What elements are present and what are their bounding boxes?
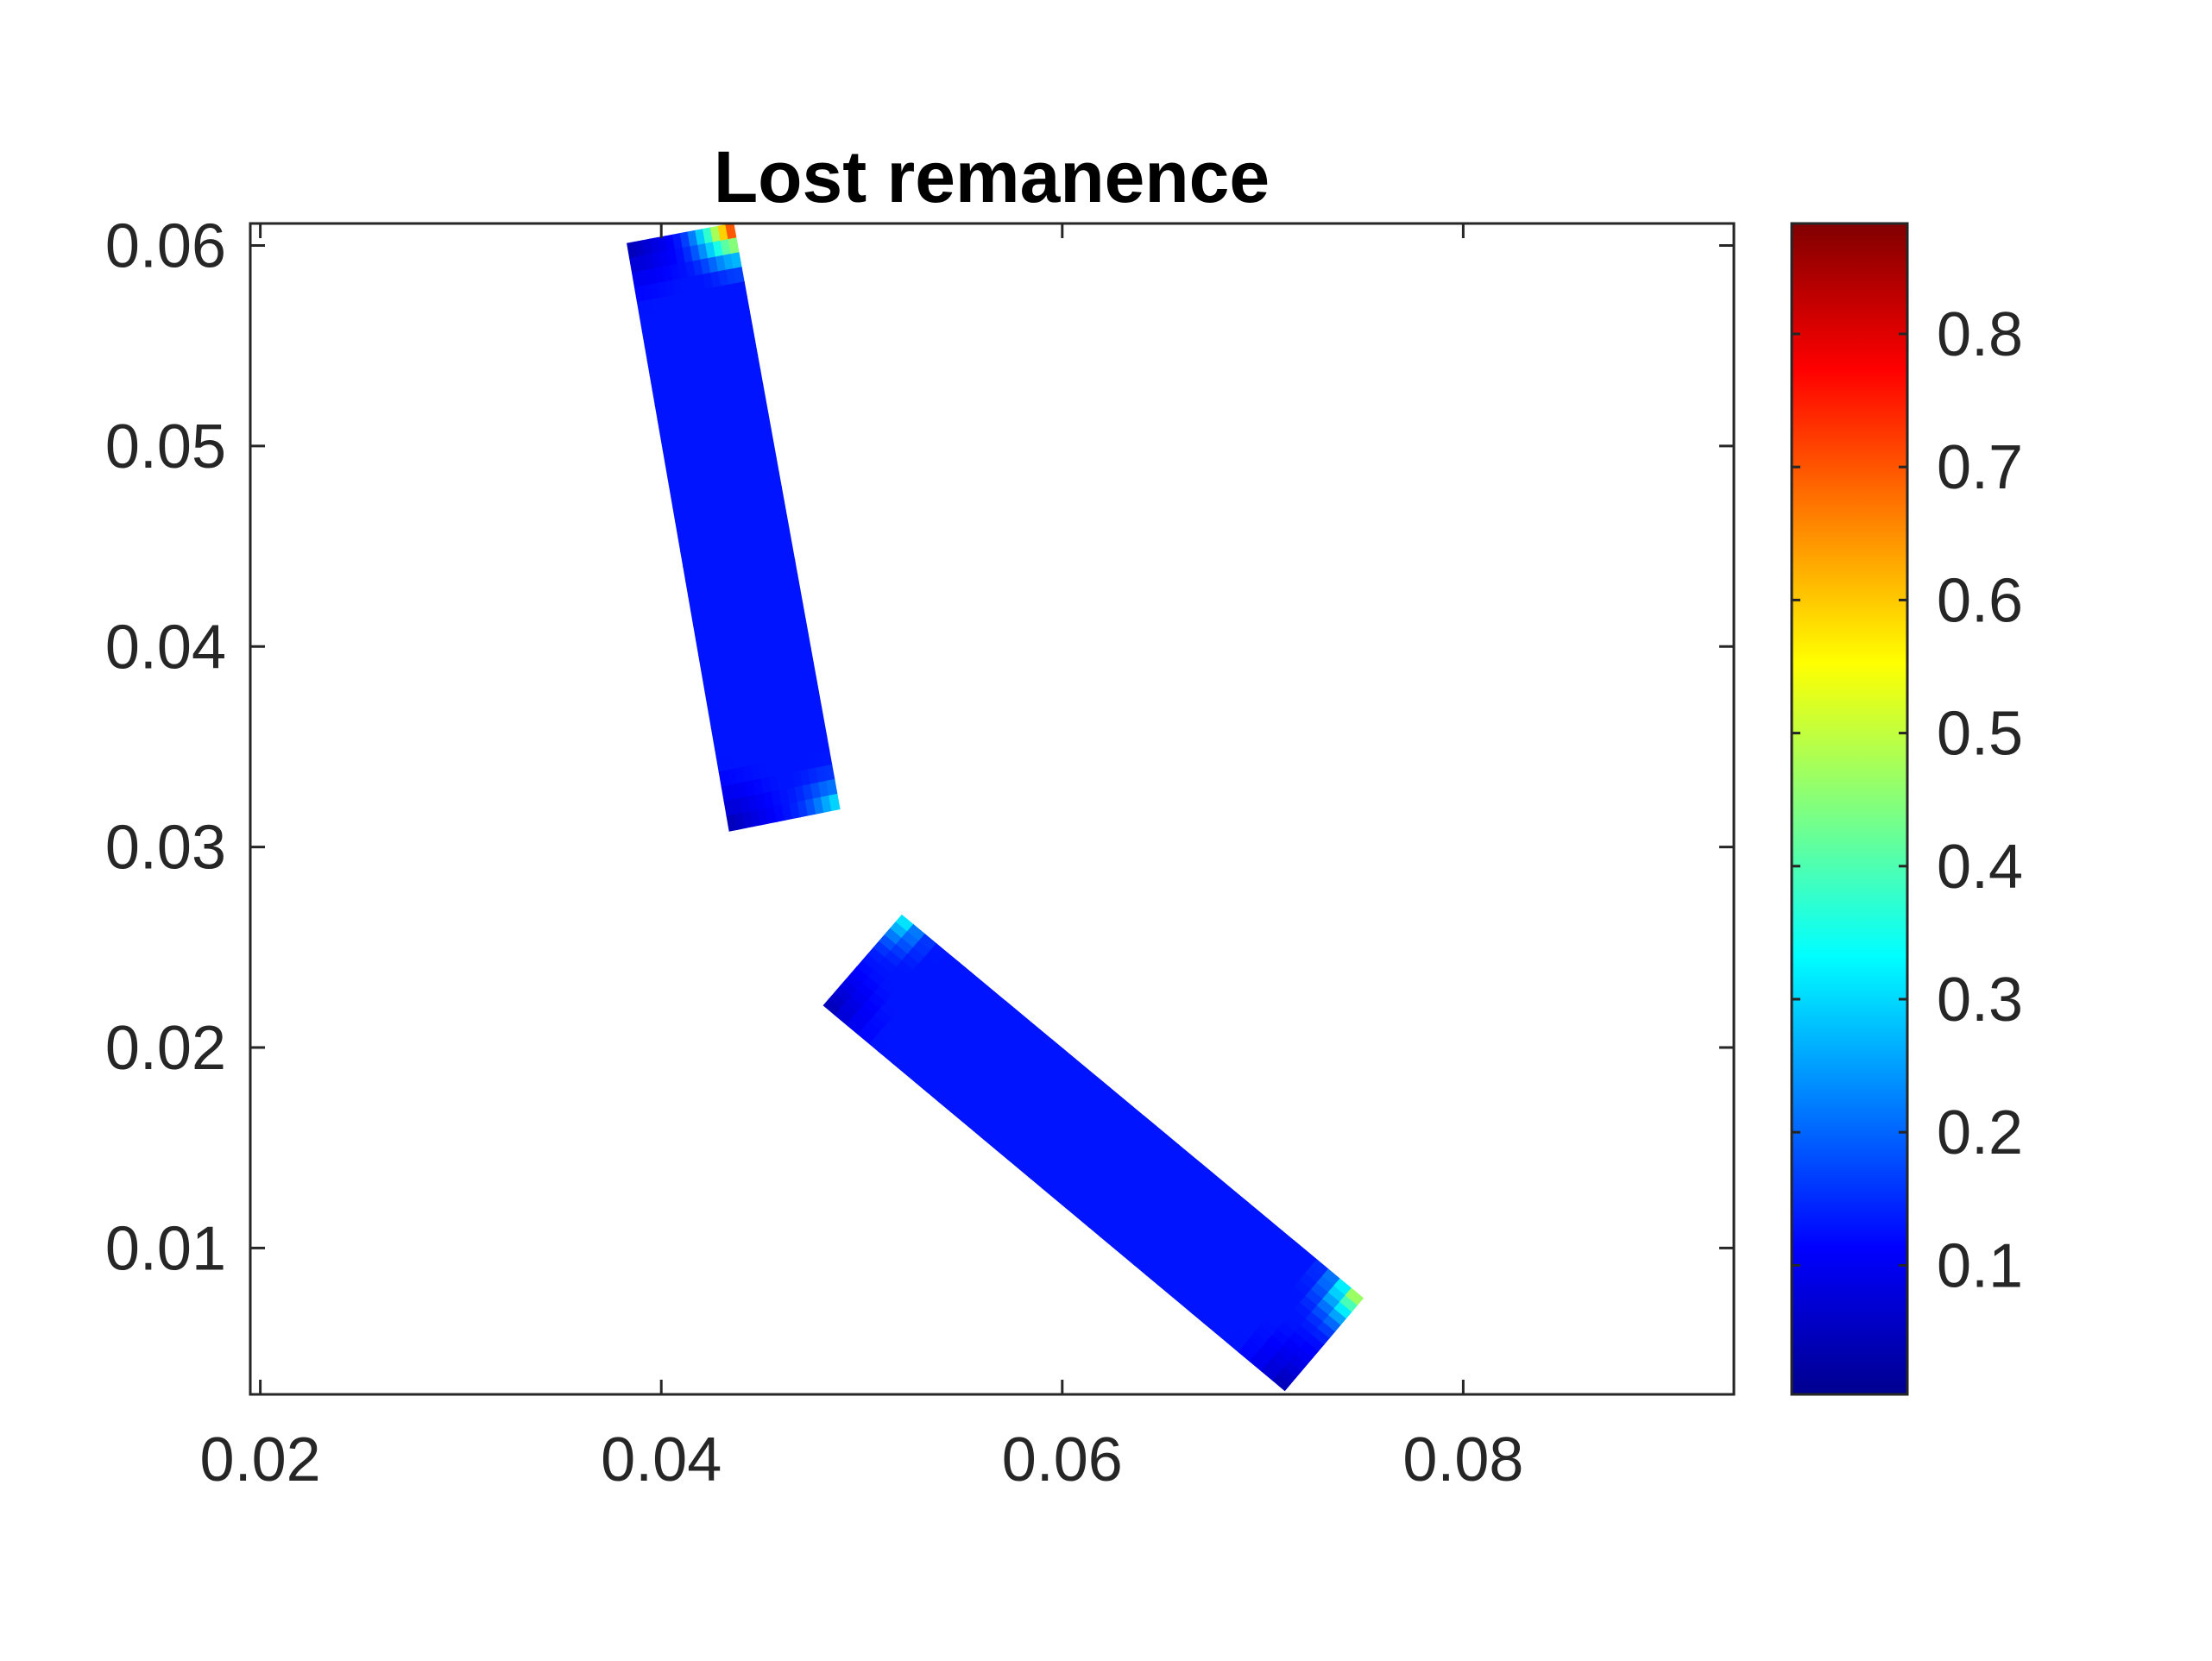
colorbar-frame: [1790, 222, 1909, 1396]
colorbar-tick-label: 0.4: [1937, 833, 2023, 902]
heatmap-regions: [627, 223, 1364, 1392]
colorbar-tick-label: 0.1: [1937, 1231, 2023, 1300]
colorbar-tick-label: 0.2: [1937, 1098, 2023, 1167]
colorbar-tick-label: 0.3: [1937, 966, 2023, 1035]
colorbar-ticks: 0.1 0.2 0.3 0.4 0.5 0.6 0.7 0.8: [1792, 300, 2023, 1300]
magnet-upper: [627, 223, 841, 832]
y-tick-label: 0.04: [105, 613, 226, 682]
magnet-lower: [822, 914, 1364, 1392]
y-tick-label: 0.06: [105, 212, 226, 281]
colorbar-tick-label: 0.6: [1937, 566, 2023, 635]
plot-background: [250, 223, 1734, 1394]
chart-title: Lost remanence: [714, 136, 1270, 217]
colorbar: 0.1 0.2 0.3 0.4 0.5 0.6 0.7 0.8: [1790, 222, 2023, 1396]
colorbar-tick-label: 0.8: [1937, 300, 2023, 369]
x-tick-label: 0.06: [1002, 1425, 1123, 1494]
x-tick-label: 0.04: [601, 1425, 722, 1494]
y-tick-label: 0.02: [105, 1014, 226, 1083]
colorbar-tick-label: 0.5: [1937, 700, 2023, 769]
colorbar-gradient: [1792, 223, 1907, 1394]
heatmap-cell: [1345, 1287, 1364, 1306]
y-tick-label: 0.05: [105, 412, 226, 481]
x-axis: 0.02 0.04 0.06 0.08: [200, 223, 1523, 1494]
y-tick-label: 0.01: [105, 1214, 226, 1283]
plot-area: 0.02 0.04 0.06 0.08 0.010.020.030.040.050.0…: [105, 212, 1736, 1494]
heatmap-cell: [829, 793, 841, 812]
x-tick-label: 0.02: [200, 1425, 321, 1494]
colorbar-tick-label: 0.7: [1937, 433, 2023, 502]
plot-frame: [249, 222, 1736, 1396]
x-tick-label: 0.08: [1402, 1425, 1523, 1494]
y-tick-label: 0.03: [105, 814, 226, 883]
y-axis: 0.01 0.02 0.03 0.04 0.05 0.06: [105, 212, 1734, 1283]
